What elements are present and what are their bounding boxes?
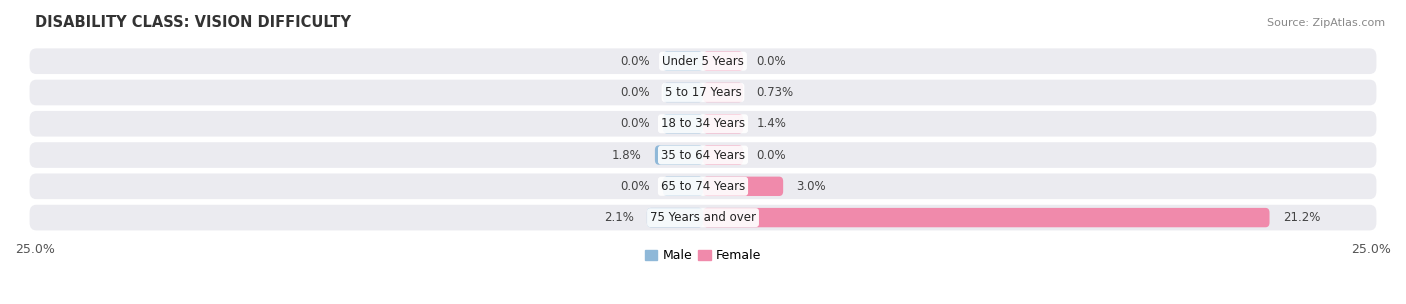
FancyBboxPatch shape xyxy=(30,48,1376,74)
FancyBboxPatch shape xyxy=(647,208,703,227)
Text: 75 Years and over: 75 Years and over xyxy=(650,211,756,224)
Text: DISABILITY CLASS: VISION DIFFICULTY: DISABILITY CLASS: VISION DIFFICULTY xyxy=(35,15,352,30)
Text: 18 to 34 Years: 18 to 34 Years xyxy=(661,117,745,130)
FancyBboxPatch shape xyxy=(703,208,1270,227)
FancyBboxPatch shape xyxy=(662,177,703,196)
FancyBboxPatch shape xyxy=(703,114,744,133)
FancyBboxPatch shape xyxy=(703,83,744,102)
FancyBboxPatch shape xyxy=(30,205,1376,230)
FancyBboxPatch shape xyxy=(703,145,744,165)
FancyBboxPatch shape xyxy=(662,114,703,133)
FancyBboxPatch shape xyxy=(30,174,1376,199)
Text: 1.8%: 1.8% xyxy=(612,149,641,161)
Text: Source: ZipAtlas.com: Source: ZipAtlas.com xyxy=(1267,18,1385,28)
FancyBboxPatch shape xyxy=(30,111,1376,136)
Text: 0.0%: 0.0% xyxy=(620,55,650,68)
Text: 0.0%: 0.0% xyxy=(620,117,650,130)
Text: 0.0%: 0.0% xyxy=(620,180,650,193)
Text: 2.1%: 2.1% xyxy=(603,211,634,224)
FancyBboxPatch shape xyxy=(703,177,783,196)
Text: 35 to 64 Years: 35 to 64 Years xyxy=(661,149,745,161)
Text: Under 5 Years: Under 5 Years xyxy=(662,55,744,68)
Text: 65 to 74 Years: 65 to 74 Years xyxy=(661,180,745,193)
FancyBboxPatch shape xyxy=(662,83,703,102)
Text: 21.2%: 21.2% xyxy=(1282,211,1320,224)
Legend: Male, Female: Male, Female xyxy=(640,244,766,267)
Text: 0.0%: 0.0% xyxy=(756,55,786,68)
Text: 5 to 17 Years: 5 to 17 Years xyxy=(665,86,741,99)
FancyBboxPatch shape xyxy=(662,51,703,71)
FancyBboxPatch shape xyxy=(655,145,703,165)
Text: 1.4%: 1.4% xyxy=(756,117,786,130)
FancyBboxPatch shape xyxy=(30,142,1376,168)
FancyBboxPatch shape xyxy=(30,80,1376,105)
FancyBboxPatch shape xyxy=(703,51,744,71)
Text: 0.0%: 0.0% xyxy=(756,149,786,161)
Text: 0.0%: 0.0% xyxy=(620,86,650,99)
Text: 0.73%: 0.73% xyxy=(756,86,793,99)
Text: 3.0%: 3.0% xyxy=(797,180,827,193)
